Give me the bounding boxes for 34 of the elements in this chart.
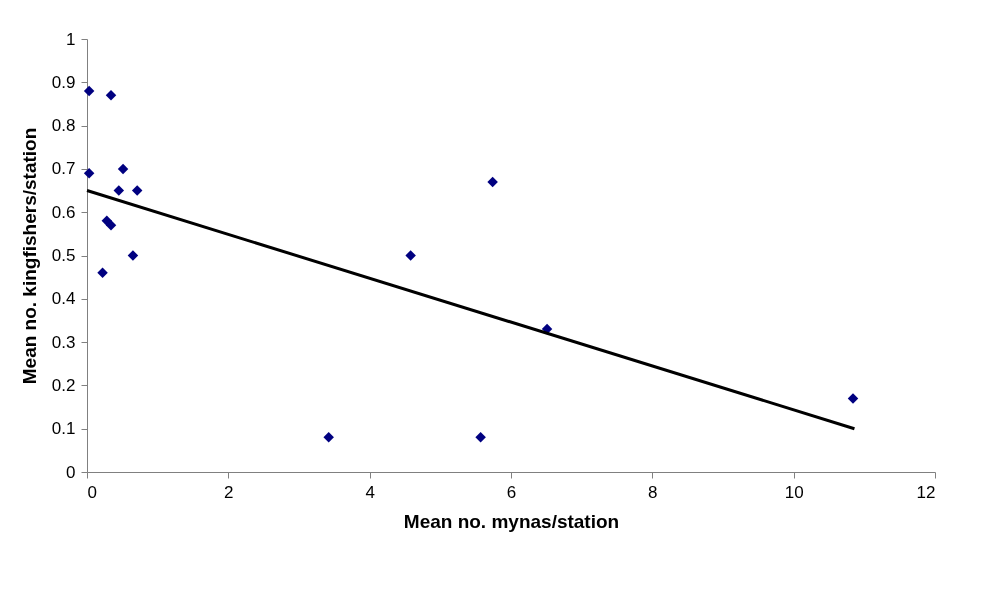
x-tick-label: 0 (87, 482, 97, 502)
y-tick-label: 0.9 (51, 72, 76, 92)
x-tick-label: 8 (648, 482, 658, 502)
y-axis-title: Mean no. kingfishers/station (18, 127, 40, 385)
point (83, 167, 95, 179)
point (475, 432, 486, 443)
y-tick-label: 0.2 (51, 375, 76, 395)
point (113, 185, 125, 196)
point (105, 90, 117, 101)
y-tick-label: 0.3 (51, 332, 76, 352)
x-tick-label: 2 (224, 482, 234, 502)
point (127, 250, 139, 261)
x-tick-label: 6 (506, 482, 517, 502)
point (83, 85, 95, 97)
x-tick-label: 12 (916, 482, 936, 502)
point (117, 163, 129, 175)
y-tick-label: 0.6 (51, 202, 76, 222)
x-tick-label: 4 (365, 482, 375, 502)
point (131, 185, 143, 196)
x-tick-label: 10 (784, 482, 804, 502)
point (847, 393, 859, 404)
point (487, 176, 498, 188)
y-tick-label: 0.1 (51, 419, 76, 439)
x-axis-title: Mean no. mynas/station (403, 510, 620, 532)
point (405, 250, 416, 261)
y-tick-label: 0.7 (51, 159, 76, 179)
point (97, 267, 108, 279)
point (323, 432, 334, 443)
y-tick-label: 1 (66, 29, 76, 49)
y-tick-label: 0.8 (51, 116, 76, 136)
y-tick-label: 0 (66, 462, 76, 482)
point (105, 219, 117, 231)
y-tick-label: 0.5 (51, 246, 76, 265)
y-tick-label: 0.4 (51, 289, 76, 309)
